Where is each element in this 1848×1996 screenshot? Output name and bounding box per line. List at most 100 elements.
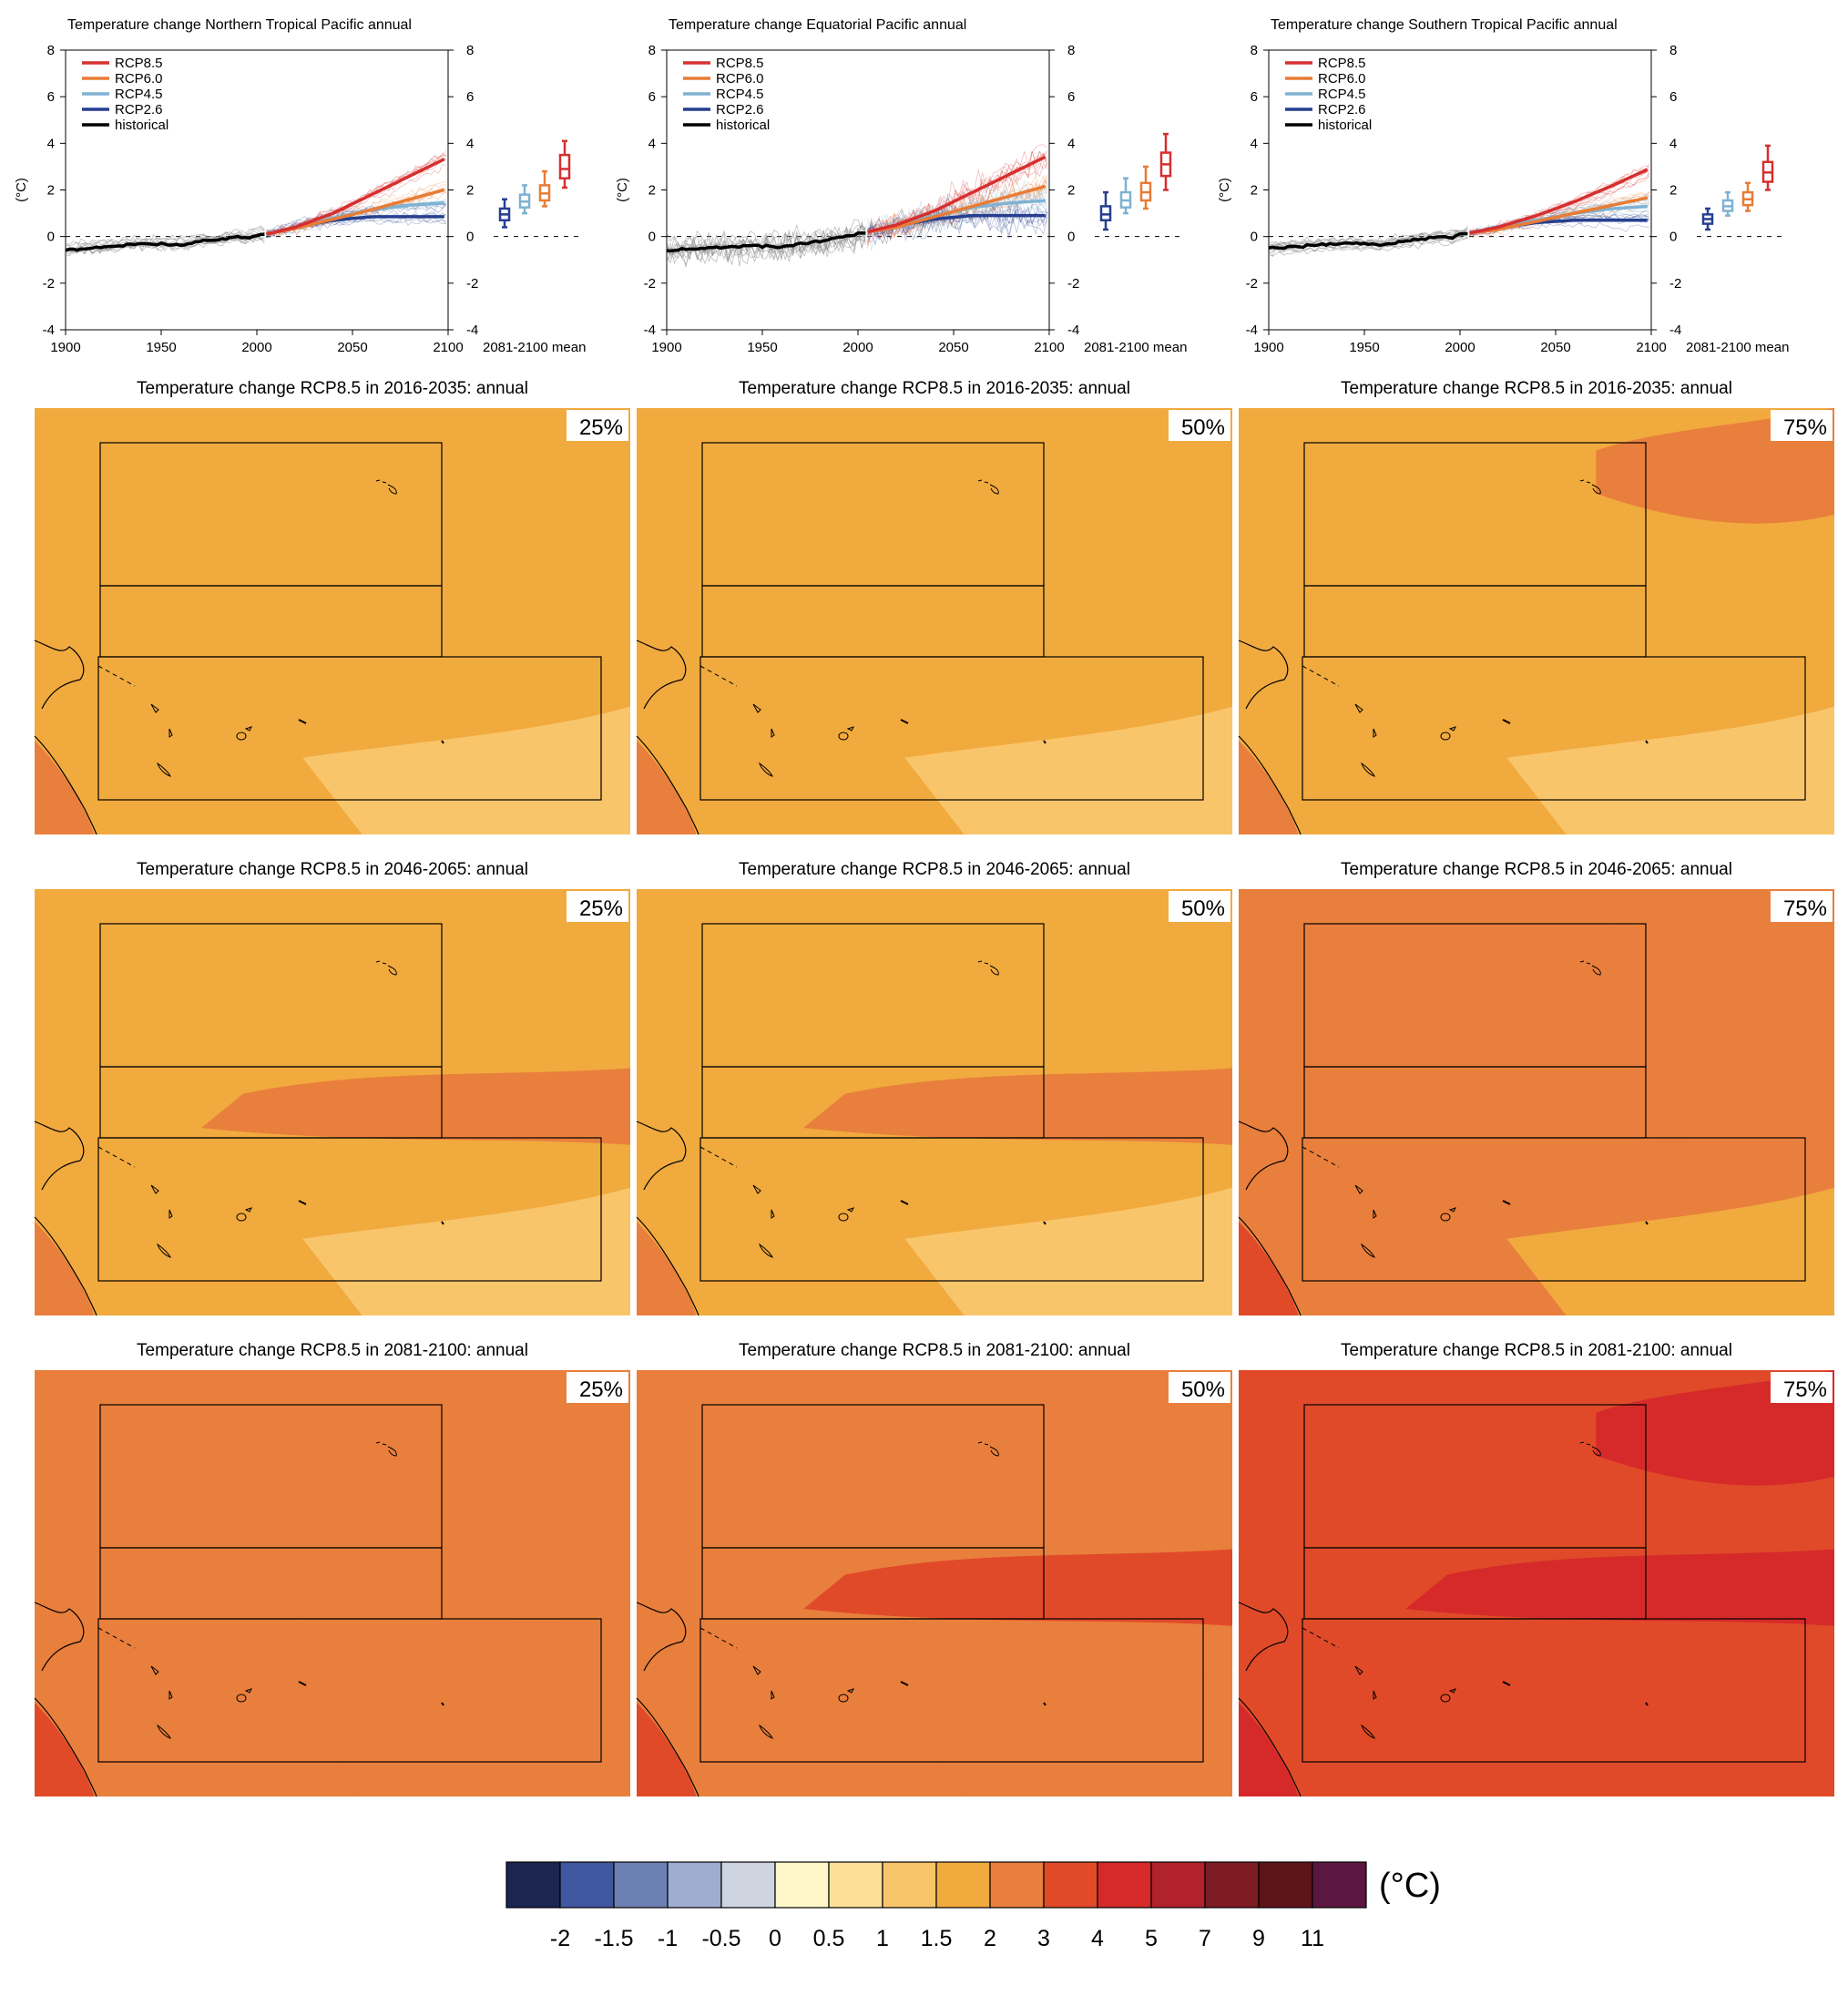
island-small <box>1373 728 1377 738</box>
southeast-anomaly <box>1506 706 1834 834</box>
percentile-badge <box>1169 891 1230 922</box>
legend-label: RCP6.0 <box>716 71 764 87</box>
colorbar-tick-label: 0.5 <box>813 1926 845 1951</box>
historical-member <box>667 223 866 259</box>
y-tick-label-right: -2 <box>1669 276 1681 292</box>
temperature-field <box>35 408 630 834</box>
temperature-field <box>1239 889 1834 1315</box>
map-panel: Temperature change RCP8.5 in 2081-2100: … <box>1238 1341 1834 1797</box>
island-fiji-2 <box>846 726 854 732</box>
y-tick-label: 2 <box>47 183 55 199</box>
box <box>1099 205 1112 222</box>
scenario-member <box>1469 165 1650 234</box>
map-title: Temperature change RCP8.5 in 2046-2065: … <box>137 860 528 879</box>
map-panel: Temperature change RCP8.5 in 2016-2035: … <box>636 379 1232 835</box>
y-tick-label: -2 <box>644 276 656 292</box>
region-box-south <box>1302 1618 1806 1763</box>
island-fiji-2 <box>244 726 252 732</box>
scenario-member <box>867 209 1048 245</box>
island-hawaii <box>977 1441 999 1457</box>
island-fiji <box>838 1213 849 1222</box>
southwest-anomaly <box>35 741 95 834</box>
temperature-field <box>637 889 1232 1315</box>
y-tick-label-right: 6 <box>1067 89 1075 105</box>
temperature-field <box>637 1370 1232 1796</box>
island-fiji <box>1440 1213 1451 1222</box>
southwest-anomaly <box>637 1703 697 1796</box>
boxplot-label: 2081-2100 mean <box>1686 340 1789 355</box>
island-hawaii <box>1579 479 1601 495</box>
boxplot-rcp85 <box>1159 132 1172 191</box>
colorbar-cell <box>774 1861 830 1909</box>
scenario-member <box>867 149 1048 249</box>
y-tick-label-right: 0 <box>466 230 474 245</box>
y-tick-label: 2 <box>648 183 656 199</box>
colorbar-tick-label: -2 <box>550 1926 570 1951</box>
scenario-member <box>1469 204 1649 238</box>
island-vanuatu <box>150 703 159 713</box>
percentile-label: 25% <box>579 415 623 440</box>
boxplot-rcp26 <box>498 198 511 229</box>
coastline-new-guinea <box>636 640 687 710</box>
colorbar-cell <box>1204 1861 1260 1909</box>
colorbar-cell <box>828 1861 883 1909</box>
island-vanuatu <box>1354 703 1363 713</box>
y-tick-label: 4 <box>47 136 55 151</box>
y-tick-label-right: -2 <box>1067 276 1079 292</box>
island-fiji-2 <box>1448 726 1456 732</box>
region-box-south <box>699 656 1204 801</box>
island-small <box>1373 1690 1377 1700</box>
equatorial-anomaly <box>201 1068 630 1145</box>
colorbar-tick-label: -1 <box>658 1926 678 1951</box>
map-title: Temperature change RCP8.5 in 2016-2035: … <box>137 379 528 398</box>
scenario-member <box>266 164 446 237</box>
island-cook <box>1645 1702 1649 1706</box>
y-tick-label: -2 <box>43 276 55 292</box>
island-chain-dashes <box>1302 665 1340 687</box>
scenario-member <box>867 180 1048 238</box>
southeast-anomaly <box>302 1187 630 1315</box>
map-title: Temperature change RCP8.5 in 2016-2035: … <box>739 379 1130 398</box>
equatorial-anomaly <box>1405 1549 1834 1626</box>
southeast-anomaly <box>302 706 630 834</box>
timeseries-panels: Temperature change Northern Tropical Pac… <box>14 17 1789 355</box>
coastline-new-guinea <box>636 1121 687 1191</box>
percentile-badge <box>1169 410 1230 441</box>
legend-label: RCP4.5 <box>1318 87 1366 102</box>
island-new-caledonia <box>759 762 773 777</box>
island-samoa <box>1502 719 1511 724</box>
island-hawaii <box>977 960 999 976</box>
map-title: Temperature change RCP8.5 in 2046-2065: … <box>1341 860 1732 879</box>
y-tick-label-right: 4 <box>1067 136 1075 151</box>
island-cook <box>1645 740 1649 744</box>
island-cook <box>1043 1702 1047 1706</box>
series-mean-line <box>266 158 445 236</box>
island-fiji-2 <box>244 1688 252 1694</box>
island-new-caledonia <box>1361 1243 1375 1258</box>
island-new-caledonia <box>157 1243 171 1258</box>
legend-label: historical <box>1318 118 1372 133</box>
boxplot-rcp26 <box>1701 207 1714 231</box>
colorbar-cell <box>559 1861 615 1909</box>
y-tick-label: -4 <box>644 322 656 338</box>
island-new-caledonia <box>759 1724 773 1739</box>
island-chain-dashes <box>97 665 136 687</box>
southwest-anomaly <box>1239 741 1299 834</box>
island-fiji-2 <box>846 1207 854 1213</box>
map-title: Temperature change RCP8.5 in 2081-2100: … <box>1341 1341 1732 1360</box>
legend-label: RCP2.6 <box>115 102 163 118</box>
y-tick-label: 8 <box>1251 43 1258 58</box>
legend-label: RCP6.0 <box>115 71 163 87</box>
southwest-anomaly <box>35 1703 95 1796</box>
scenario-member <box>266 202 447 232</box>
legend-label: historical <box>716 118 770 133</box>
island-chain-dashes <box>1302 1627 1340 1649</box>
map-panel: Temperature change RCP8.5 in 2046-2065: … <box>34 860 630 1316</box>
colorbar-tick-label: 5 <box>1145 1926 1158 1951</box>
temperature-field <box>1239 408 1834 834</box>
historical-member <box>1269 235 1468 253</box>
y-axis-label: (°C) <box>14 178 29 202</box>
island-new-caledonia <box>157 1724 171 1739</box>
island-hawaii <box>977 479 999 495</box>
map-panel: Temperature change RCP8.5 in 2016-2035: … <box>34 379 630 835</box>
